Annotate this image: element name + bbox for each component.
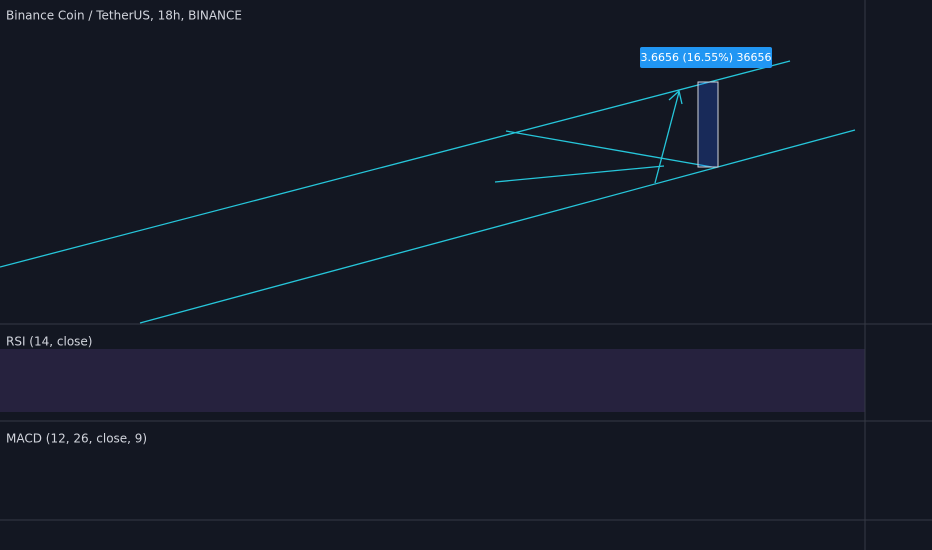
measure-label-box [640,47,772,68]
rsi-title: RSI (14, close) [6,335,92,349]
channel-lower [139,129,856,324]
measure-label: 3.6656 (16.55%) 36656 [640,51,771,64]
triangle-upper [505,130,713,168]
drawings: 3.6656 (16.55%) 36656 [0,47,856,324]
arrow [654,91,680,184]
measure-box [697,81,719,168]
channel-upper [0,60,791,268]
chart-title: Binance Coin / TetherUS, 18h, BINANCE [6,9,242,23]
rsi-band-fill [0,349,865,412]
arrow-head [668,89,683,105]
triangle-lower [494,165,665,183]
macd-title: MACD (12, 26, close, 9) [6,432,147,446]
